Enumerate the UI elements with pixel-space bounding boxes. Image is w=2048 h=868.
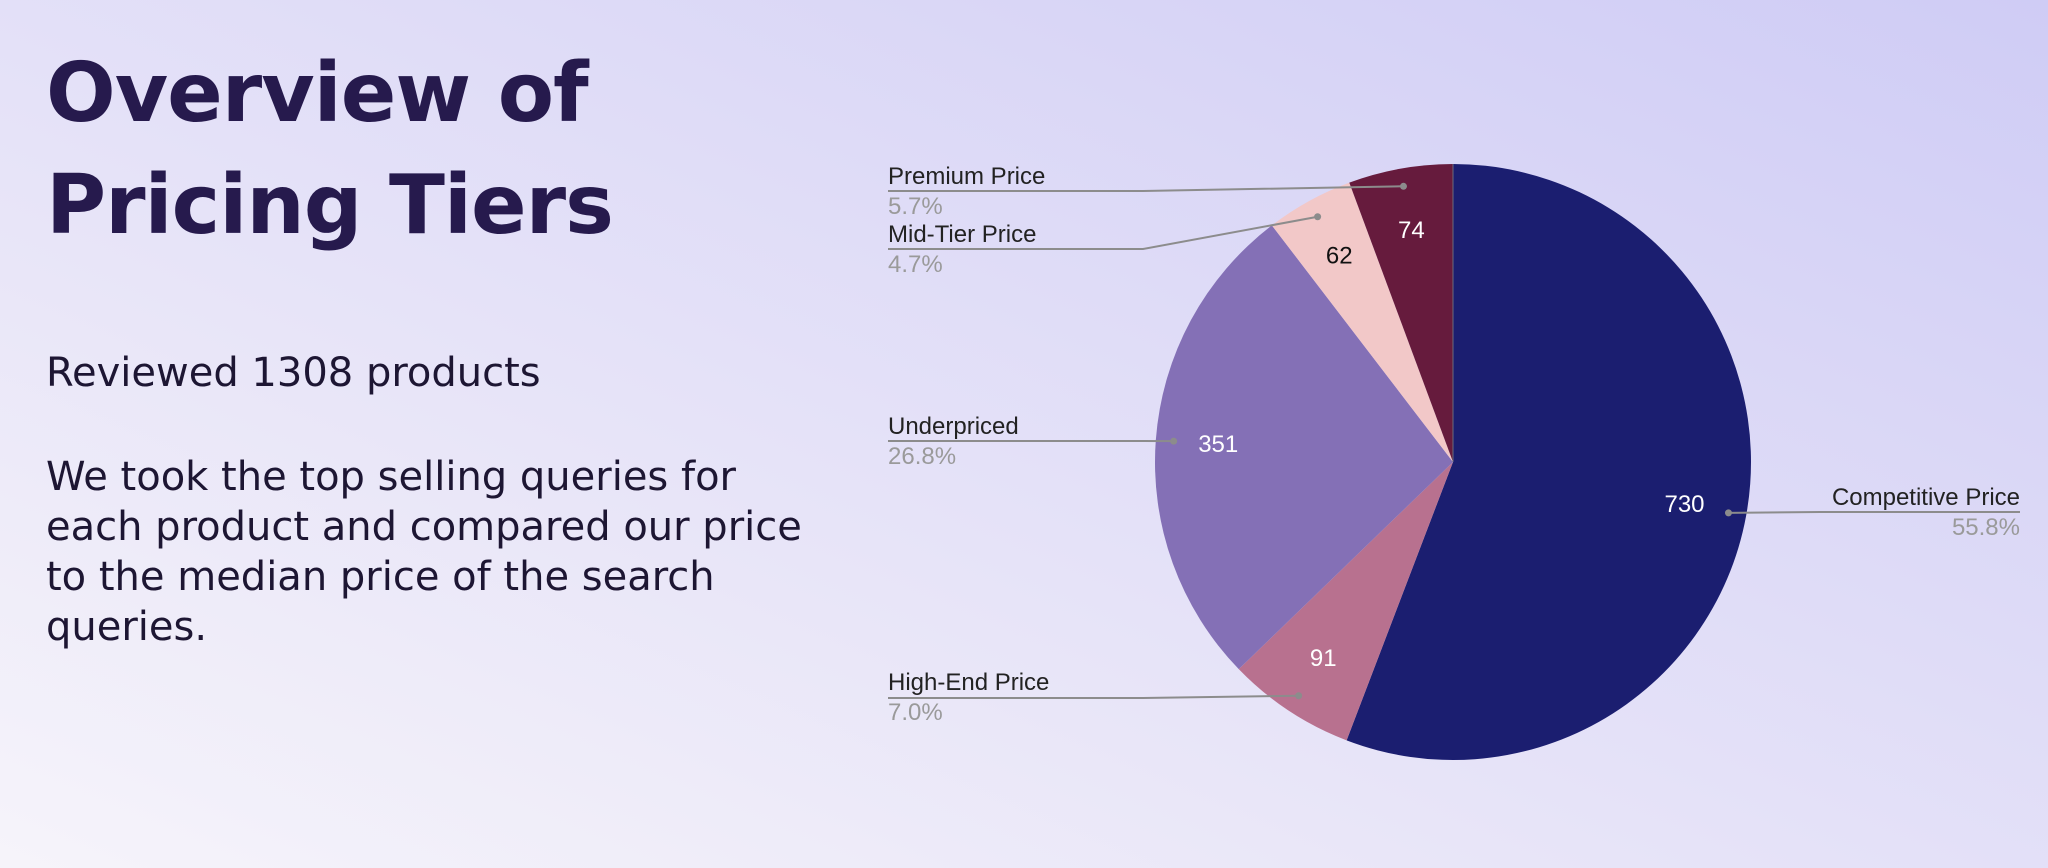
description-text: We took the top selling queries for each… — [46, 454, 802, 650]
leader-lines — [888, 182, 2020, 700]
pie-slices — [1155, 164, 1751, 761]
callout-name-competitive-price: Competitive Price — [1832, 484, 2020, 511]
leader-dot-underpriced — [1170, 437, 1178, 445]
callout-percent-competitive-price: 55.8% — [1952, 514, 2020, 541]
leader-line-mid-tier-price — [888, 215, 1318, 250]
slice-competitive-price — [1346, 164, 1751, 761]
slice-high-end-price — [1238, 462, 1453, 741]
slice-premium-price — [1349, 164, 1453, 462]
callout-labels: Competitive Price 55.8% High-End Price 7.0%… — [888, 163, 2020, 726]
leader-line-high-end-price — [888, 694, 1299, 699]
value-label-premium-price: 74 — [1398, 217, 1425, 244]
callout-name-underpriced: Underpriced — [888, 413, 1019, 440]
value-labels: 730 91 351 62 74 — [1198, 217, 1704, 672]
leader-dot-high-end-price — [1295, 692, 1303, 700]
leader-dot-competitive-price — [1724, 509, 1732, 517]
summary-text: Reviewed 1308 products — [46, 350, 541, 396]
leader-dot-premium-price — [1399, 182, 1407, 190]
leader-line-premium-price — [888, 185, 1404, 192]
callout-percent-high-end-price: 7.0% — [888, 699, 943, 726]
slice-mid-tier-price — [1271, 182, 1453, 463]
slice-underpriced — [1155, 225, 1453, 670]
slide-title: Overview of Pricing Tiers — [46, 46, 614, 253]
value-label-mid-tier-price: 62 — [1326, 242, 1353, 269]
leader-line-competitive-price — [1728, 511, 2020, 514]
callout-name-mid-tier-price: Mid-Tier Price — [888, 221, 1036, 248]
value-label-competitive-price: 730 — [1664, 491, 1704, 518]
leader-dot-mid-tier-price — [1314, 213, 1322, 221]
value-label-underpriced: 351 — [1198, 431, 1238, 458]
callout-percent-premium-price: 5.7% — [888, 193, 943, 220]
callout-name-premium-price: Premium Price — [888, 163, 1045, 190]
callout-percent-mid-tier-price: 4.7% — [888, 251, 943, 278]
callout-name-high-end-price: High-End Price — [888, 669, 1049, 696]
callout-percent-underpriced: 26.8% — [888, 443, 956, 470]
value-label-high-end-price: 91 — [1310, 645, 1337, 672]
